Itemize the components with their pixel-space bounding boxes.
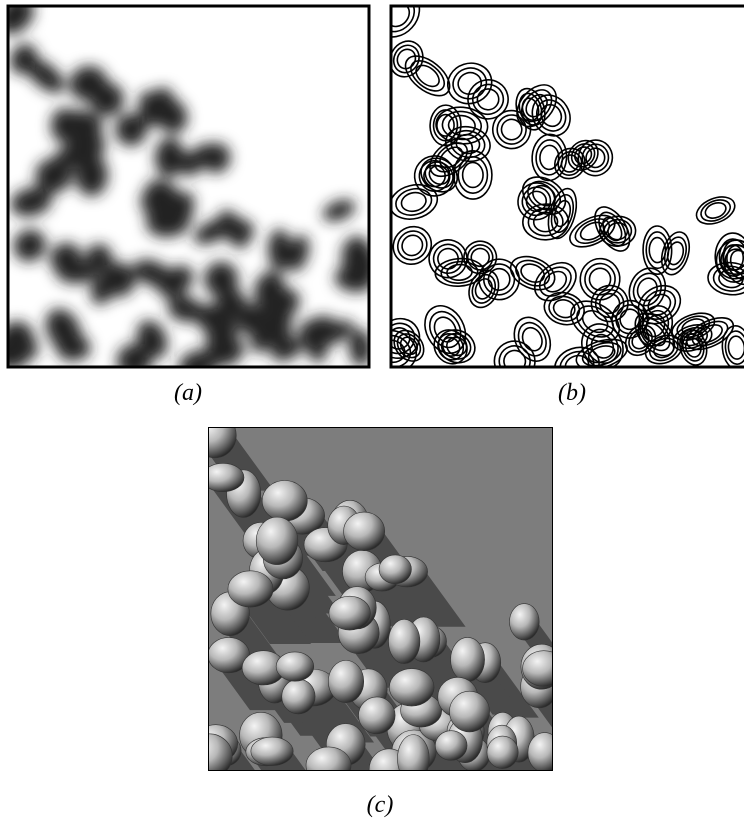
caption-c: (c) — [367, 792, 394, 818]
dome — [388, 619, 419, 663]
page: (a) (b) (c) (() => { const data = JSON.p… — [0, 0, 744, 819]
panel-a-image — [0, 0, 383, 385]
dome — [397, 735, 429, 783]
dome — [449, 691, 489, 732]
panel-b-image — [363, 0, 744, 389]
dome — [186, 734, 232, 778]
dome — [328, 660, 363, 702]
dome — [262, 480, 307, 521]
dome — [306, 747, 351, 784]
dome — [282, 679, 315, 714]
dome — [523, 651, 565, 687]
dome — [359, 697, 396, 734]
dome — [509, 604, 539, 640]
caption-a: (a) — [174, 380, 202, 406]
dome — [329, 596, 370, 630]
dome — [256, 517, 298, 564]
caption-b: (b) — [558, 380, 586, 406]
dome — [228, 571, 273, 607]
dome — [528, 733, 561, 773]
dome — [435, 731, 467, 761]
dome — [451, 637, 485, 681]
dome — [276, 652, 314, 681]
figure: (a) (b) (c) — [0, 0, 744, 819]
dome — [344, 512, 385, 551]
dome — [193, 413, 236, 457]
dome — [251, 737, 293, 766]
dome — [389, 669, 434, 706]
dome — [487, 736, 518, 769]
dome — [379, 555, 411, 584]
